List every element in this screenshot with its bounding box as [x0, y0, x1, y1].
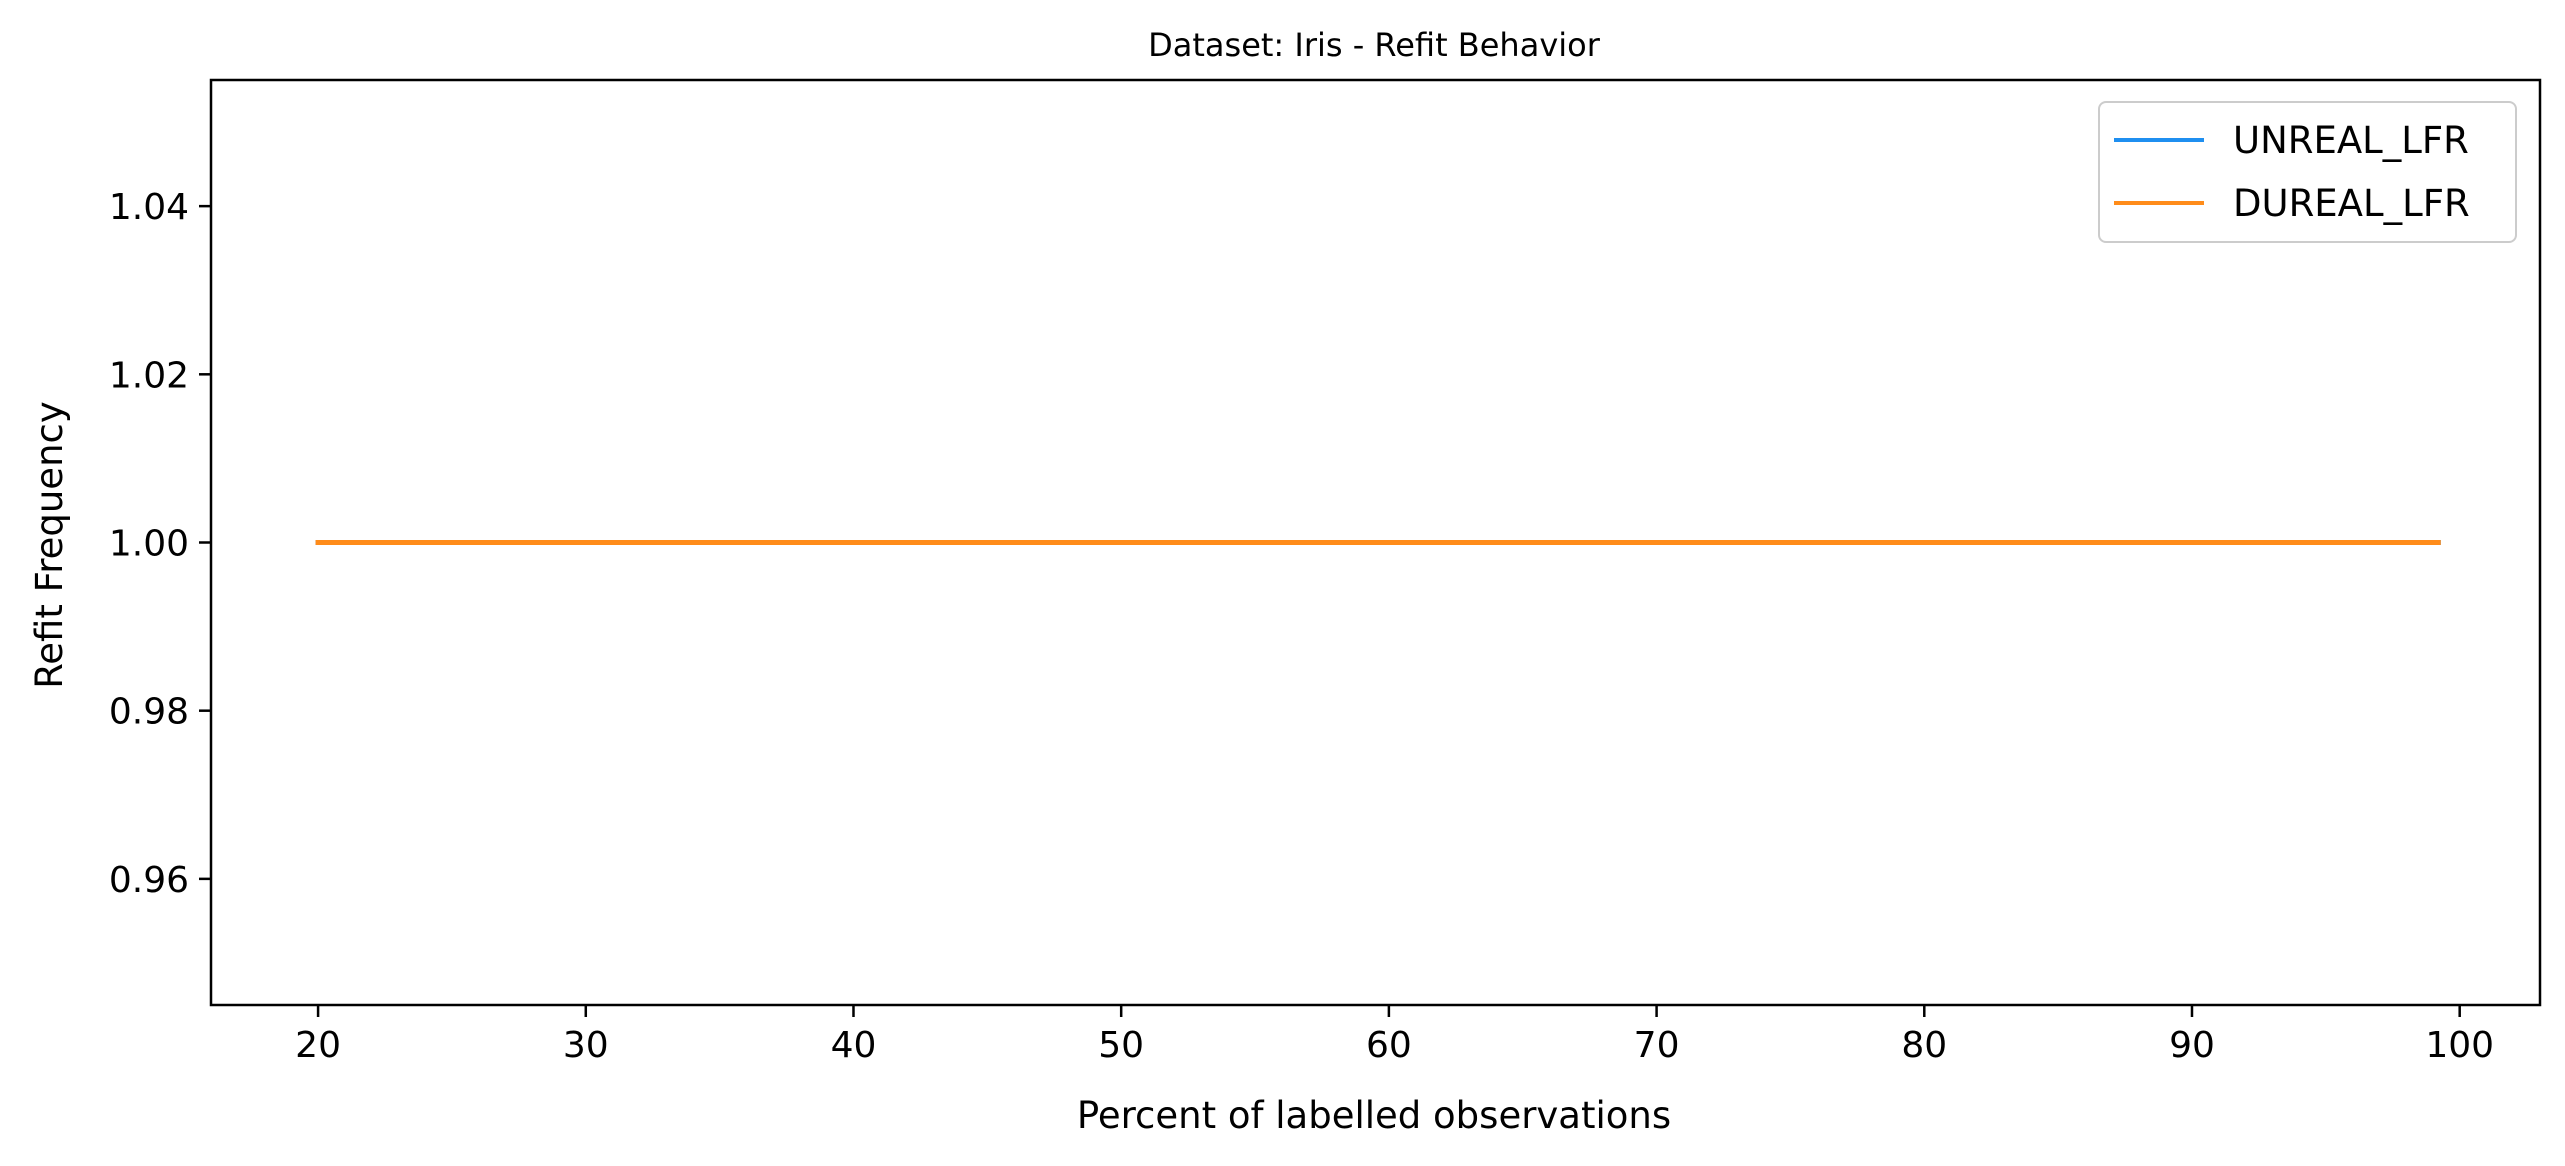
legend: UNREAL_LFR DUREAL_LFR [2098, 101, 2517, 243]
legend-label-dureal-lfr: DUREAL_LFR [2233, 182, 2470, 225]
x-tick-label: 100 [2425, 1025, 2494, 1066]
legend-box [2098, 101, 2517, 243]
x-tick-label: 60 [1366, 1025, 1412, 1066]
legend-label-unreal-lfr: UNREAL_LFR [2233, 119, 2469, 162]
x-tick-label: 40 [831, 1025, 877, 1066]
y-axis-label: Refit Frequency [28, 401, 71, 689]
x-tick-label: 80 [1901, 1025, 1947, 1066]
x-tick-label: 30 [563, 1025, 609, 1066]
y-tick-label: 0.98 [109, 692, 189, 733]
x-axis-label: Percent of labelled observations [1077, 1094, 1671, 1137]
y-axis-ticks: 0.96 0.98 1.00 1.02 1.04 [109, 187, 211, 901]
y-tick-label: 1.04 [109, 187, 189, 228]
chart-title: Dataset: Iris - Refit Behavior [1148, 26, 1601, 64]
y-tick-label: 1.02 [109, 355, 189, 396]
y-tick-label: 0.96 [109, 860, 189, 901]
x-tick-label: 70 [1634, 1025, 1680, 1066]
y-tick-label: 1.00 [109, 524, 189, 565]
x-tick-label: 20 [295, 1025, 341, 1066]
x-axis-ticks: 20 30 40 50 60 70 80 90 100 [295, 1005, 2494, 1066]
x-tick-label: 90 [2169, 1025, 2215, 1066]
x-tick-label: 50 [1098, 1025, 1144, 1066]
